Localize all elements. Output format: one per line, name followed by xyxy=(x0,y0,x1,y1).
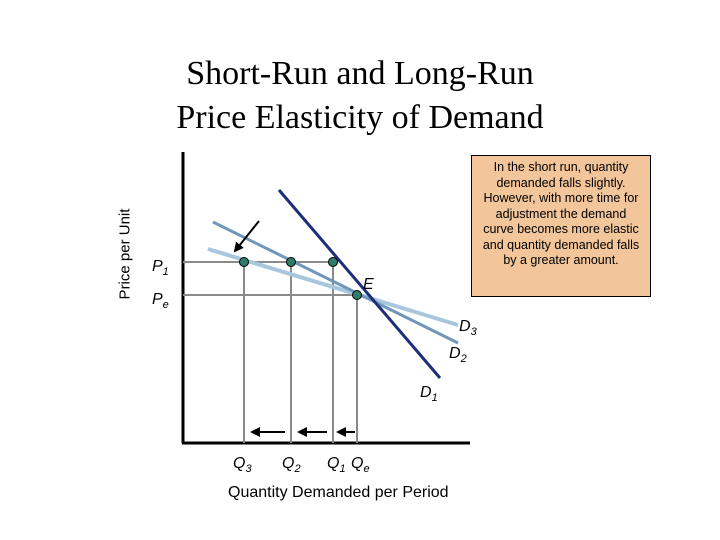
rotation-arrow xyxy=(233,220,260,253)
label-d3: D3 xyxy=(459,318,478,338)
point-d1-p1 xyxy=(328,257,338,267)
label-p1: P1 xyxy=(152,258,169,278)
label-pe: Pe xyxy=(152,291,169,311)
x-axis-label: Quantity Demanded per Period xyxy=(228,484,449,501)
label-qe: Qe xyxy=(351,455,370,475)
diagram-title: Short-Run and Long-Run Price Elasticity … xyxy=(0,52,720,140)
point-equilibrium-e xyxy=(352,290,362,300)
label-d1: D1 xyxy=(420,384,438,404)
explanation-note: In the short run, quantity demanded fall… xyxy=(471,155,651,297)
label-e: E xyxy=(363,276,374,293)
label-q3: Q3 xyxy=(233,455,252,475)
guide-lines xyxy=(183,261,358,443)
demand-curve-d1 xyxy=(277,189,442,379)
demand-curve-d2 xyxy=(212,220,459,345)
label-d2: D2 xyxy=(449,345,467,365)
point-d3-p1 xyxy=(239,257,249,267)
title-line-1: Short-Run and Long-Run xyxy=(186,55,534,92)
demand-curve-d3 xyxy=(207,247,459,327)
title-line-2: Price Elasticity of Demand xyxy=(176,99,544,136)
label-q1: Q1 xyxy=(327,455,346,475)
label-q2: Q2 xyxy=(282,455,301,475)
point-d2-p1 xyxy=(286,257,296,267)
